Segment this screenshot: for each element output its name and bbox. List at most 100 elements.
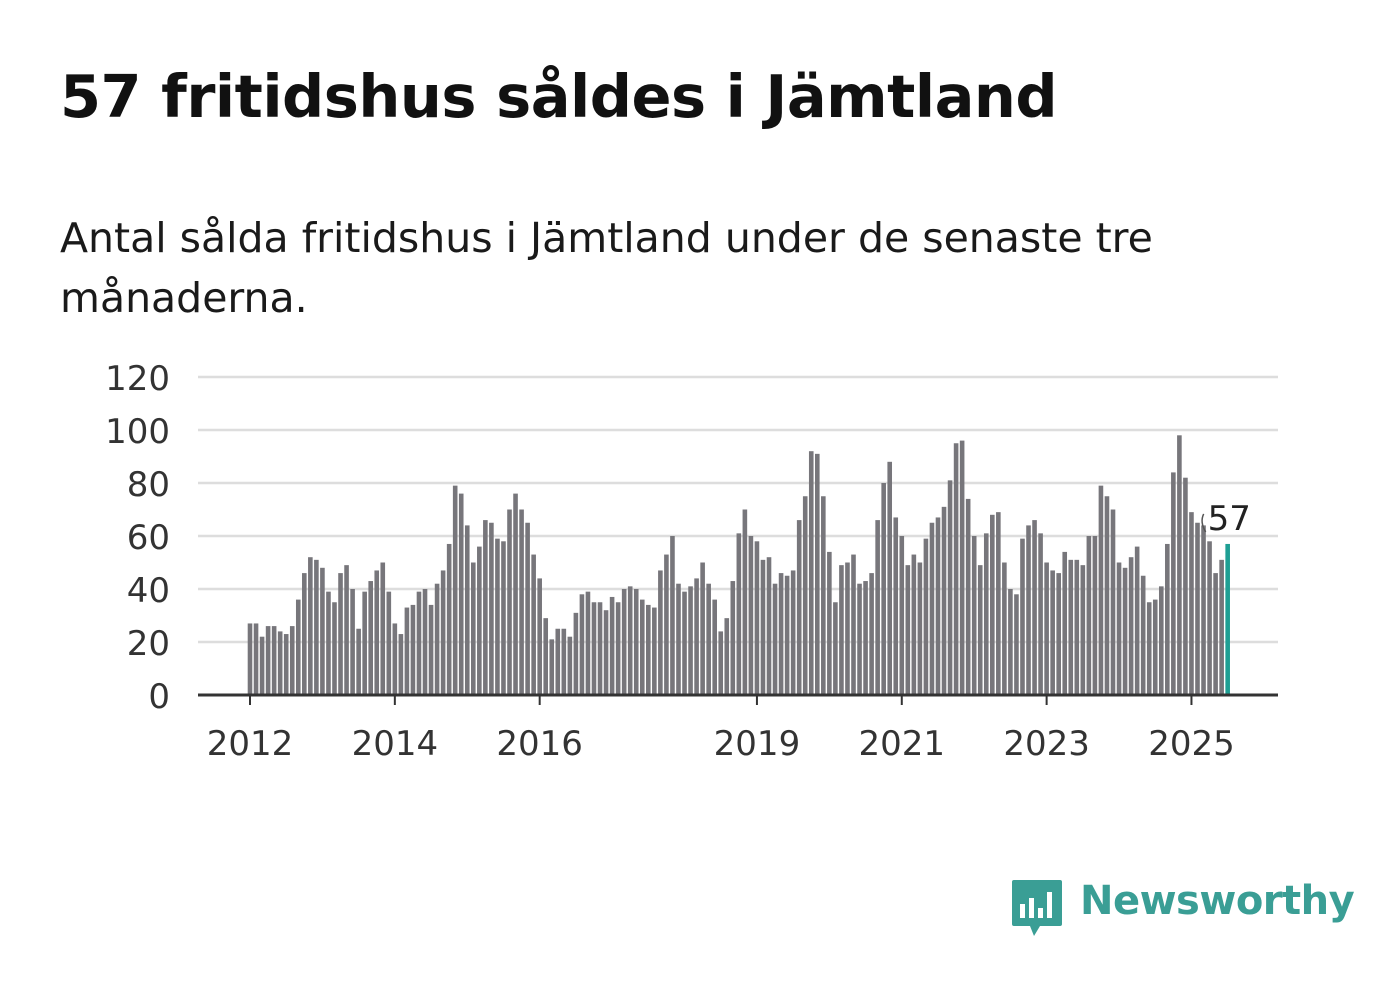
- bar: [814, 453, 820, 695]
- bar-highlight: [1225, 543, 1230, 695]
- bar: [1110, 509, 1116, 695]
- bar: [724, 618, 730, 695]
- x-tick-label: 2025: [1148, 724, 1235, 764]
- bar: [833, 602, 838, 695]
- bar: [778, 573, 784, 695]
- bar: [416, 591, 422, 695]
- bar: [350, 589, 355, 695]
- bar: [887, 461, 893, 695]
- brand-name: Newsworthy: [1080, 878, 1355, 924]
- bar: [368, 581, 373, 695]
- x-tick-label: 2016: [496, 724, 583, 764]
- bar: [1092, 536, 1098, 695]
- bar: [971, 536, 977, 695]
- bar: [736, 533, 742, 695]
- bar: [1146, 602, 1152, 695]
- bar: [555, 628, 561, 695]
- bar: [386, 591, 392, 695]
- bar: [513, 493, 518, 695]
- bar: [646, 604, 651, 695]
- bar: [917, 562, 923, 695]
- bar: [253, 623, 259, 695]
- bar: [1134, 546, 1140, 695]
- bar: [766, 557, 772, 695]
- bar: [470, 562, 476, 695]
- bar: [730, 581, 736, 695]
- bar: [965, 498, 971, 695]
- bar: [700, 562, 705, 695]
- y-tick-label: 60: [127, 518, 170, 558]
- bar: [875, 520, 880, 695]
- bar: [712, 599, 717, 695]
- bar: [808, 451, 814, 695]
- bar: [422, 589, 428, 695]
- bar: [923, 538, 929, 695]
- bar: [434, 583, 440, 695]
- x-axis: 2012 2014 2016 2019 2021 2023 2025: [198, 693, 1278, 764]
- bar: [1177, 435, 1182, 695]
- annotation: 57: [1201, 499, 1251, 539]
- bar: [1038, 533, 1043, 695]
- bar: [1207, 541, 1212, 695]
- x-tick-label: 2012: [207, 724, 294, 764]
- bar: [1050, 570, 1055, 695]
- bar: [929, 522, 935, 695]
- bar: [1195, 522, 1200, 695]
- bar: [1213, 573, 1218, 695]
- bar: [983, 533, 989, 695]
- bar: [495, 538, 500, 695]
- bar: [428, 604, 434, 695]
- bar: [1020, 538, 1025, 695]
- bar: [881, 483, 886, 695]
- bar: [1183, 477, 1188, 695]
- bar: [489, 522, 494, 695]
- bar: [446, 543, 452, 695]
- x-tick-label: 2023: [1003, 724, 1090, 764]
- bar: [591, 602, 597, 695]
- bar: [308, 557, 313, 695]
- x-tick-label: 2021: [859, 724, 946, 764]
- y-tick-label: 40: [127, 571, 170, 611]
- bar: [664, 554, 669, 695]
- bar: [1074, 559, 1080, 695]
- bar: [911, 554, 917, 695]
- bar: [1086, 536, 1092, 695]
- bar: [1002, 562, 1007, 695]
- bar: [1171, 472, 1176, 695]
- bar: [1189, 512, 1194, 695]
- bar: [609, 596, 615, 695]
- bar: [947, 480, 953, 695]
- bar: [688, 586, 693, 695]
- bar: [458, 493, 464, 695]
- bar: [549, 639, 555, 695]
- y-tick-label: 20: [127, 624, 170, 664]
- bar: [1068, 559, 1074, 695]
- bar: [1128, 557, 1134, 695]
- bar: [1098, 485, 1104, 695]
- bar: [392, 623, 398, 695]
- bar: [1008, 589, 1013, 695]
- bar: [374, 570, 380, 695]
- bar: [633, 589, 639, 695]
- bar: [289, 626, 295, 695]
- bar: [839, 565, 844, 695]
- bar: [525, 522, 530, 695]
- bar: [302, 573, 307, 695]
- bar: [464, 525, 470, 695]
- bar: [271, 626, 277, 695]
- newsworthy-logo-icon: [1012, 880, 1062, 936]
- bar: [754, 541, 760, 695]
- bar: [658, 570, 663, 695]
- bar: [283, 634, 289, 695]
- y-tick-label: 120: [105, 359, 170, 399]
- bar: [627, 586, 633, 695]
- bar: [621, 589, 627, 695]
- bar: [332, 602, 337, 695]
- bar: [1116, 562, 1122, 695]
- bar: [344, 565, 349, 695]
- bar: [398, 634, 404, 695]
- bar: [561, 628, 567, 695]
- bar: [845, 562, 850, 695]
- bar: [857, 583, 862, 695]
- bar: [990, 514, 995, 695]
